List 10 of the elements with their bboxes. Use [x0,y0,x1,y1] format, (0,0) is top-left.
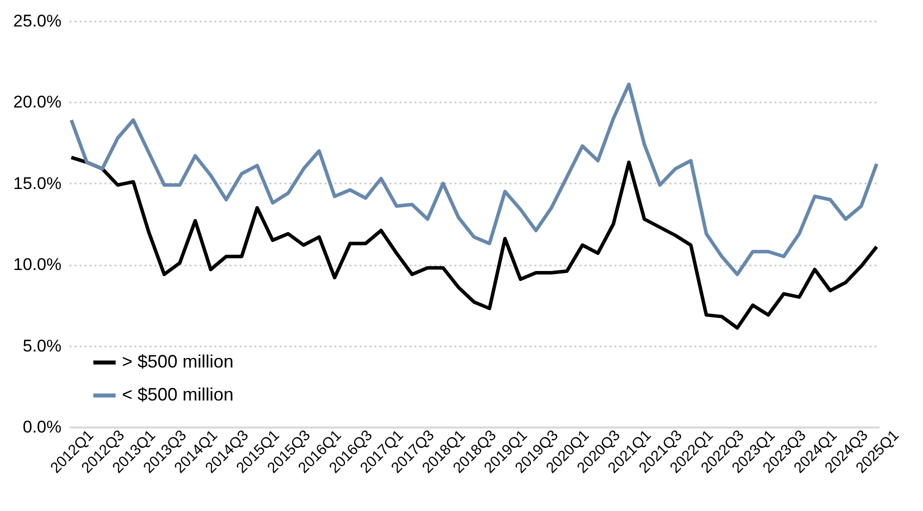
legend-label: < $500 million [122,384,234,404]
line-series [70,156,878,330]
y-tick-label: 15.0% [13,174,62,193]
y-tick-label: 0.0% [22,418,62,436]
y-tick-label: 10.0% [13,255,62,274]
y-tick-label: 20.0% [13,92,62,112]
legend-label: > $500 million [122,352,234,372]
line-series [70,82,878,276]
y-tick-label: 5.0% [22,336,62,356]
y-tick-label: 25.0% [13,12,62,30]
